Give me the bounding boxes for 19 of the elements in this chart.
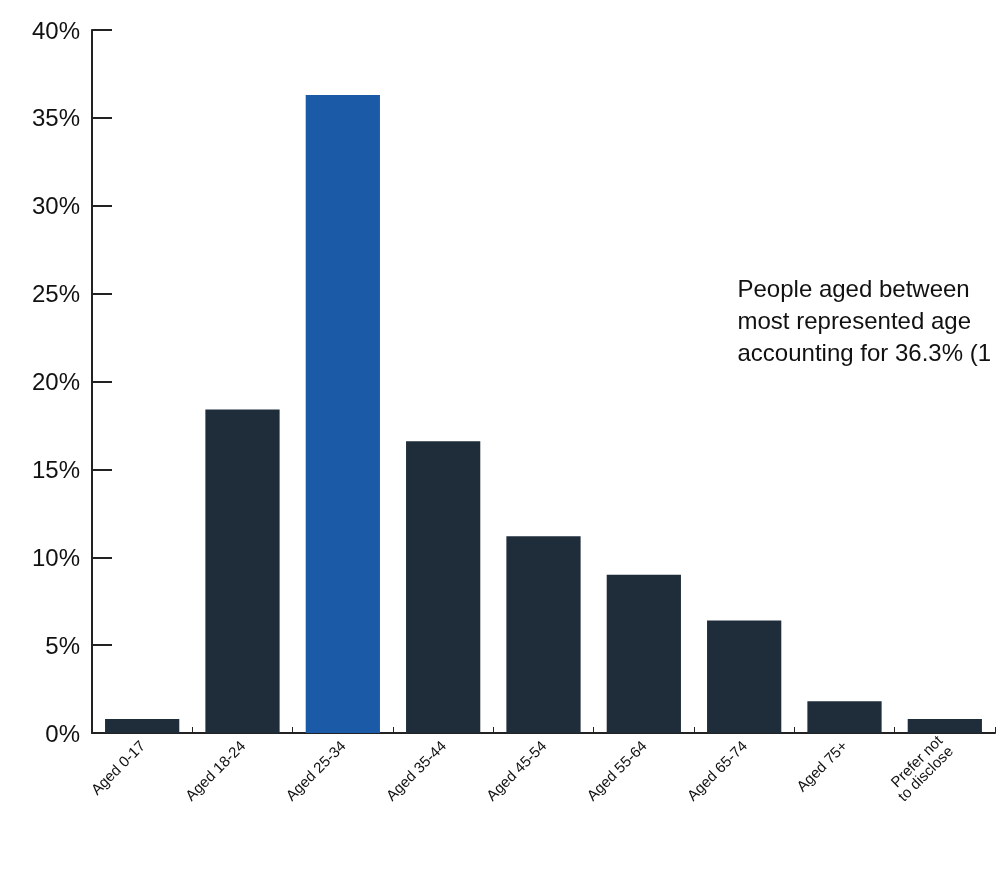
y-tick-label: 30%: [31, 192, 80, 220]
bar: [406, 441, 481, 733]
y-tick-label: 25%: [31, 280, 80, 308]
y-tick-label: 5%: [45, 631, 80, 659]
y-tick-label: 35%: [31, 104, 80, 132]
bar: [907, 718, 982, 733]
bar: [105, 718, 180, 733]
bar: [707, 620, 782, 733]
bar: [205, 409, 280, 733]
y-tick-label: 15%: [31, 455, 80, 483]
bar: [506, 536, 581, 733]
bar: [305, 95, 380, 733]
bar: [606, 574, 681, 733]
bar: [807, 701, 882, 733]
y-tick-label: 0%: [45, 719, 80, 747]
annotation: People aged between most represented age accounting for 36.3% (1: [737, 274, 992, 366]
y-tick-label: 10%: [31, 543, 80, 571]
y-tick-label: 40%: [31, 16, 80, 44]
y-tick-label: 20%: [31, 368, 80, 395]
